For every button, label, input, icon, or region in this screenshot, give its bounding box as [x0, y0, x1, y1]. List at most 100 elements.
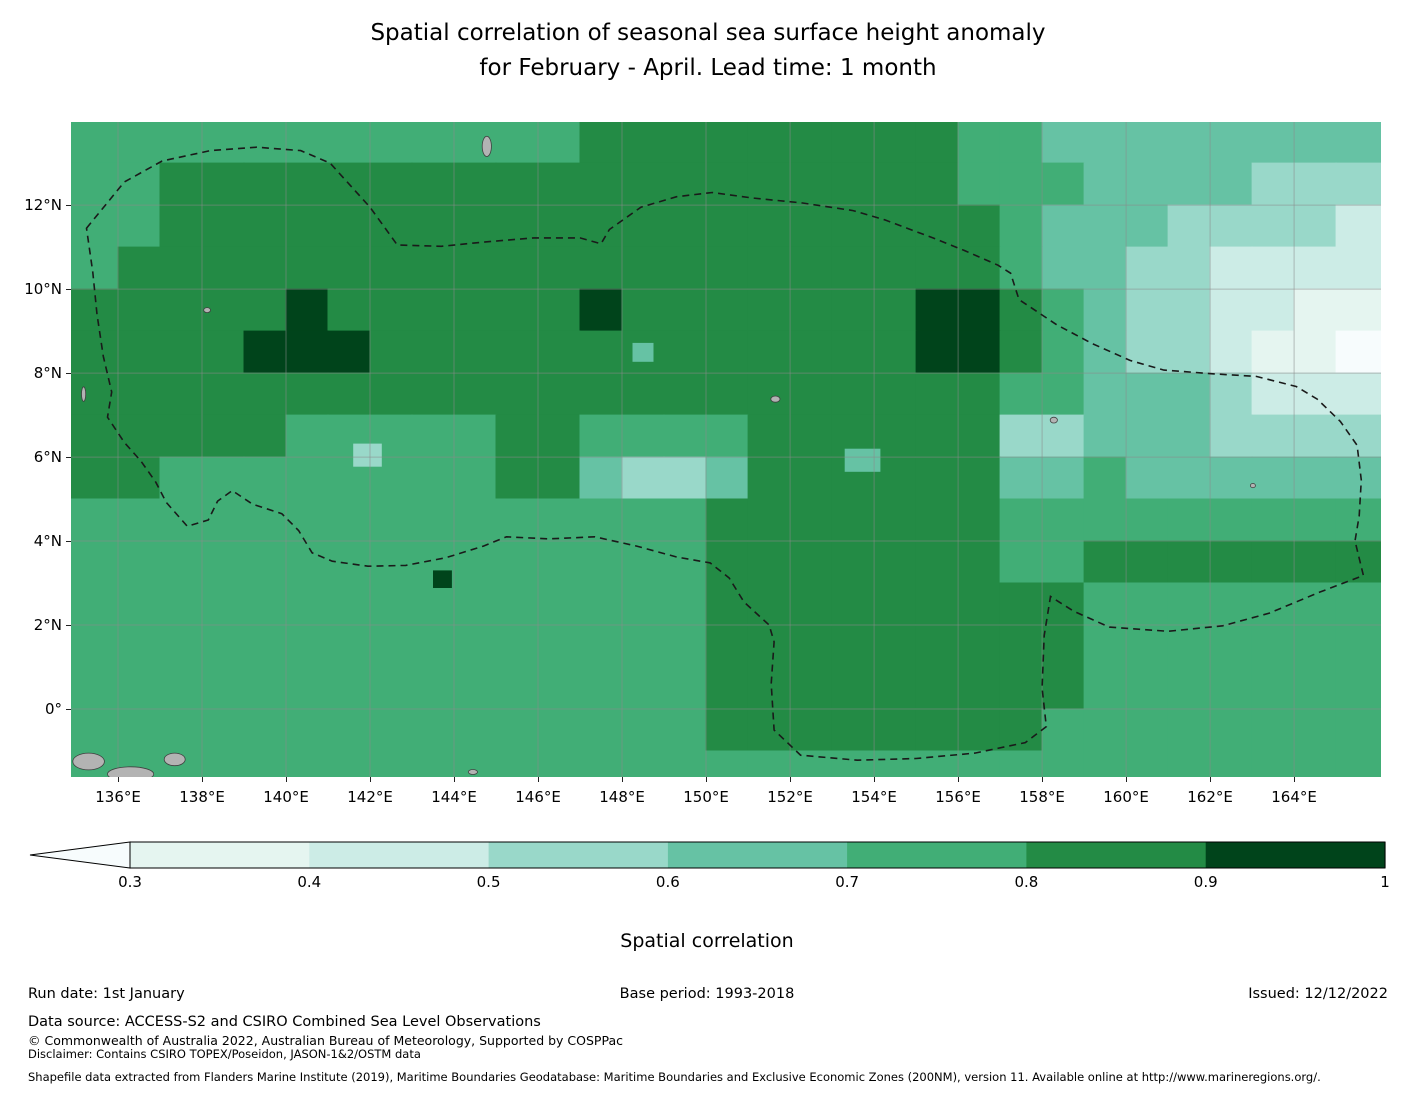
grid-cell [747, 540, 791, 584]
grid-cell [1041, 414, 1085, 458]
grid-cell [1041, 372, 1085, 416]
grid-cell [537, 540, 581, 584]
grid-cell [789, 372, 833, 416]
grid-cell [159, 708, 203, 752]
grid-cell [1041, 498, 1085, 542]
colorbar-tick-label: 1 [1380, 873, 1390, 891]
grid-cell [71, 414, 119, 458]
grid-cell [1293, 122, 1337, 164]
grid-cell [159, 162, 203, 206]
grid-cell [369, 540, 413, 584]
grid-cell [1041, 750, 1085, 777]
grid-cell [957, 288, 1001, 332]
grid-cell [1083, 498, 1127, 542]
data-source-text: Data source: ACCESS-S2 and CSIRO Combine… [28, 1014, 541, 1030]
grid-cell [327, 204, 371, 248]
colorbar-label: Spatial correlation [620, 930, 794, 952]
grid-cell [71, 330, 119, 374]
grid-cell [1083, 414, 1127, 458]
grid-cell [537, 624, 581, 668]
grid-cell [789, 204, 833, 248]
x-tick-mark [1126, 777, 1128, 782]
grid-cell [243, 246, 287, 290]
grid-cell [495, 582, 539, 626]
grid-cell [747, 666, 791, 710]
grid-cell [243, 162, 287, 206]
grid-cell [1083, 372, 1127, 416]
grid-cell [1251, 666, 1295, 710]
grid-cell [537, 246, 581, 290]
grid-cell [1293, 498, 1337, 542]
grid-cell [1083, 162, 1127, 206]
grid-cell [663, 708, 707, 752]
grid-cell [159, 624, 203, 668]
grid-cell [1251, 624, 1295, 668]
grid-cell [747, 624, 791, 668]
grid-cell [1209, 330, 1253, 374]
grid-cell [999, 750, 1043, 777]
grid-cell [453, 414, 497, 458]
grid-cell [1083, 122, 1127, 164]
grid-cell [579, 750, 623, 777]
grid-cell [957, 456, 1001, 500]
grid-cell [71, 162, 119, 206]
grid-cell [285, 288, 329, 332]
colorbar-arrow [29, 841, 131, 869]
grid-cell [915, 498, 959, 542]
grid-cell [705, 246, 749, 290]
grid-cell [789, 708, 833, 752]
grid-cell [537, 162, 581, 206]
colorbar-segment [667, 842, 848, 868]
grid-cell [537, 372, 581, 416]
grid-cell [1209, 456, 1253, 500]
chart-title-line1: Spatial correlation of seasonal sea surf… [370, 20, 1046, 46]
grid-cell [285, 330, 329, 374]
grid-cell [831, 582, 875, 626]
grid-cell [663, 666, 707, 710]
grid-cell [411, 414, 455, 458]
grid-cell [159, 666, 203, 710]
grid-cell [411, 750, 455, 777]
grid-cell [71, 582, 119, 626]
grid-cell [1251, 288, 1295, 332]
grid-cell [1167, 122, 1211, 164]
grid-cell [915, 540, 959, 584]
grid-cell [1041, 708, 1085, 752]
grid-cell [915, 246, 959, 290]
copyright-text: © Commonwealth of Australia 2022, Austra… [28, 1033, 623, 1048]
grid-cell [747, 372, 791, 416]
colorbar-tick-label: 0.6 [655, 873, 680, 891]
grid-cell [327, 372, 371, 416]
grid-cell [1335, 122, 1381, 164]
grid-cell [369, 666, 413, 710]
grid-cell [705, 750, 749, 777]
grid-cell [789, 750, 833, 777]
x-tick-label: 148°E [599, 788, 645, 806]
grid-cell [159, 330, 203, 374]
grid-cell [369, 204, 413, 248]
grid-cell [621, 204, 665, 248]
grid-cell [453, 204, 497, 248]
grid-cell [1209, 750, 1253, 777]
x-tick-mark [538, 777, 540, 782]
grid-cell [243, 708, 287, 752]
grid-cell [831, 246, 875, 290]
chart-title: Spatial correlation of seasonal sea surf… [0, 16, 1416, 86]
grid-cell [621, 162, 665, 206]
grid-cell [705, 624, 749, 668]
grid-cell [285, 122, 329, 164]
grid-cell [579, 288, 623, 332]
grid-cell [1293, 708, 1337, 752]
grid-cell [621, 708, 665, 752]
grid-cell [495, 666, 539, 710]
grid-cell [747, 288, 791, 332]
grid-cell [1209, 162, 1253, 206]
grid-cell [1335, 750, 1381, 777]
grid-cell [663, 372, 707, 416]
grid-cell [1041, 122, 1085, 164]
colorbar [29, 841, 1386, 869]
grid-cell [537, 204, 581, 248]
grid-cell [789, 288, 833, 332]
grid-cell [621, 666, 665, 710]
island [1049, 416, 1058, 424]
